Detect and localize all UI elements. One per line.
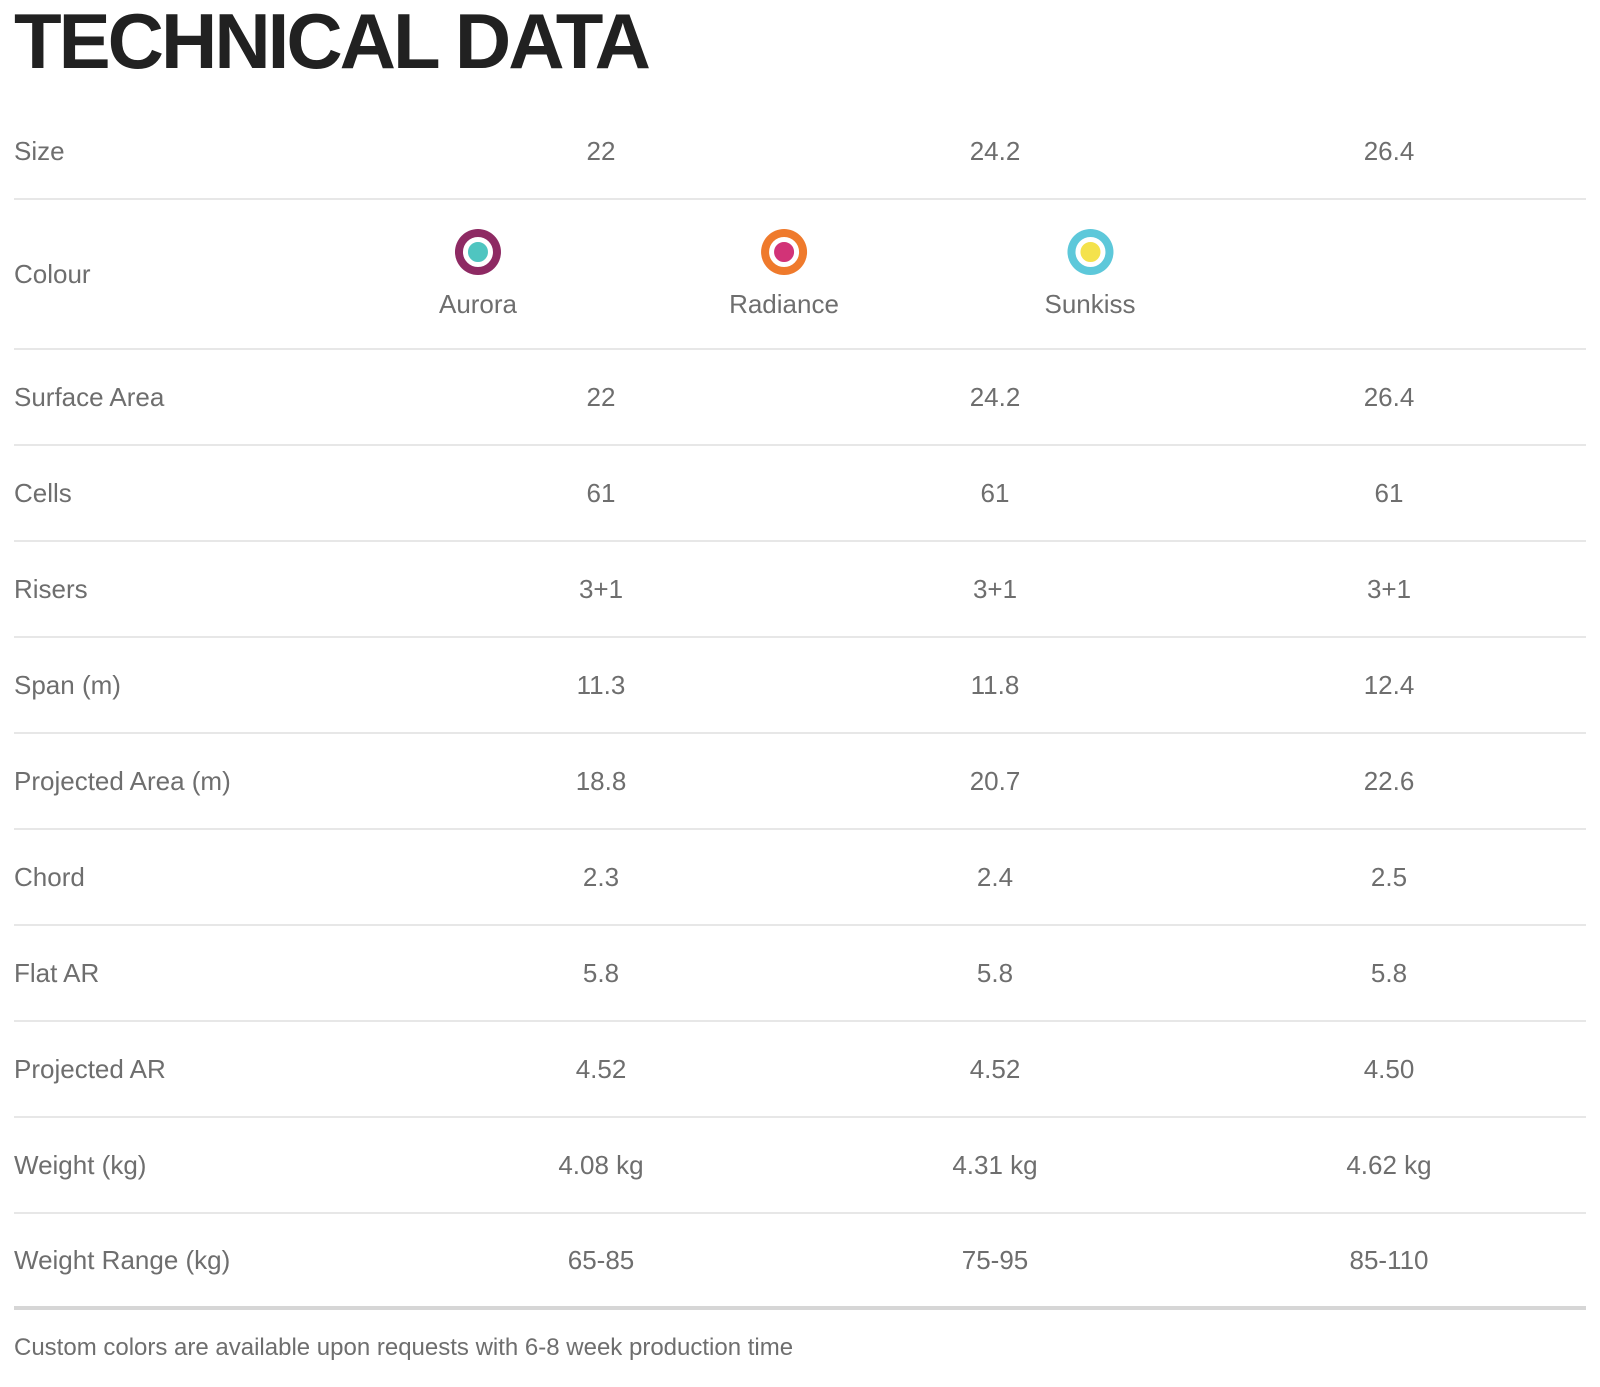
table-row-weight-range: Weight Range (kg) 65-85 75-95 85-110 [14, 1214, 1586, 1310]
row-value: 11.3 [576, 669, 626, 700]
row-label: Flat AR [14, 957, 100, 988]
row-label: Size [14, 135, 65, 166]
table-row-cells: Cells 61 61 61 [14, 446, 1586, 542]
row-value: 5.8 [1370, 957, 1408, 988]
row-value: 4.31 kg [952, 1149, 1038, 1180]
row-value: 2.5 [1370, 861, 1408, 892]
table-row-projected-area: Projected Area (m) 18.8 20.7 22.6 [14, 734, 1586, 830]
row-value: 4.50 [1363, 1053, 1415, 1084]
row-value: 18.8 [575, 765, 627, 796]
row-label: Projected Area (m) [14, 765, 231, 796]
row-label: Risers [14, 573, 88, 604]
row-value: 11.8 [970, 669, 1020, 700]
row-label: Cells [14, 477, 72, 508]
row-value: 4.52 [969, 1053, 1021, 1084]
table-row-projected-ar: Projected AR 4.52 4.52 4.50 [14, 1022, 1586, 1118]
row-value: 26.4 [1363, 381, 1415, 412]
radiance-colour-icon [768, 237, 799, 267]
row-value: 5.8 [976, 957, 1014, 988]
spec-table: Size 22 24.2 26.4 Colour Aurora Radiance… [14, 104, 1586, 1310]
row-value: 61 [1374, 477, 1404, 508]
row-label: Colour [14, 258, 91, 289]
row-value: 3+1 [972, 573, 1018, 604]
row-value: 26.4 [1363, 135, 1415, 166]
row-value: 4.08 kg [558, 1149, 644, 1180]
row-label: Weight (kg) [14, 1149, 147, 1180]
table-row-colour: Colour Aurora Radiance Sunkiss [14, 200, 1586, 350]
row-value: 75-95 [961, 1244, 1029, 1275]
table-row-size: Size 22 24.2 26.4 [14, 104, 1586, 200]
row-value: 65-85 [567, 1244, 635, 1275]
row-value: 24.2 [969, 135, 1021, 166]
row-value: 2.3 [582, 861, 620, 892]
row-value: 22 [586, 381, 616, 412]
table-row-chord: Chord 2.3 2.4 2.5 [14, 830, 1586, 926]
colour-swatch-radiance: Radiance [729, 229, 839, 320]
row-value: 20.7 [969, 765, 1021, 796]
row-value: 4.62 kg [1346, 1149, 1432, 1180]
row-value: 22.6 [1363, 765, 1415, 796]
row-label: Projected AR [14, 1053, 166, 1084]
row-value: 24.2 [969, 381, 1021, 412]
row-value: 22 [586, 135, 616, 166]
row-value: 4.52 [575, 1053, 627, 1084]
footer-note: Custom colors are available upon request… [14, 1334, 794, 1361]
aurora-colour-icon [462, 237, 493, 267]
row-label: Surface Area [14, 381, 165, 412]
row-value: 12.4 [1363, 669, 1415, 700]
row-label: Weight Range (kg) [14, 1244, 231, 1275]
table-row-flat-ar: Flat AR 5.8 5.8 5.8 [14, 926, 1586, 1022]
table-row-span: Span (m) 11.3 11.8 12.4 [14, 638, 1586, 734]
colour-swatch-label: Sunkiss [1044, 289, 1136, 319]
table-row-surface-area: Surface Area 22 24.2 26.4 [14, 350, 1586, 446]
table-row-risers: Risers 3+1 3+1 3+1 [14, 542, 1586, 638]
colour-swatch-sunkiss: Sunkiss [1044, 229, 1136, 320]
sunkiss-colour-icon [1074, 237, 1105, 267]
row-label: Span (m) [14, 669, 121, 700]
colour-swatch-label: Aurora [438, 289, 518, 319]
row-value: 61 [586, 477, 616, 508]
colour-swatch-aurora: Aurora [439, 229, 517, 320]
row-value: 5.8 [582, 957, 620, 988]
row-label: Chord [14, 861, 85, 892]
row-value: 2.4 [976, 861, 1014, 892]
page-title: TECHNICAL DATA [14, 0, 651, 85]
table-row-weight: Weight (kg) 4.08 kg 4.31 kg 4.62 kg [14, 1118, 1586, 1214]
row-value: 61 [980, 477, 1010, 508]
row-value: 3+1 [578, 573, 624, 604]
row-value: 3+1 [1366, 573, 1412, 604]
row-value: 85-110 [1349, 1244, 1429, 1275]
colour-swatch-label: Radiance [729, 289, 839, 319]
